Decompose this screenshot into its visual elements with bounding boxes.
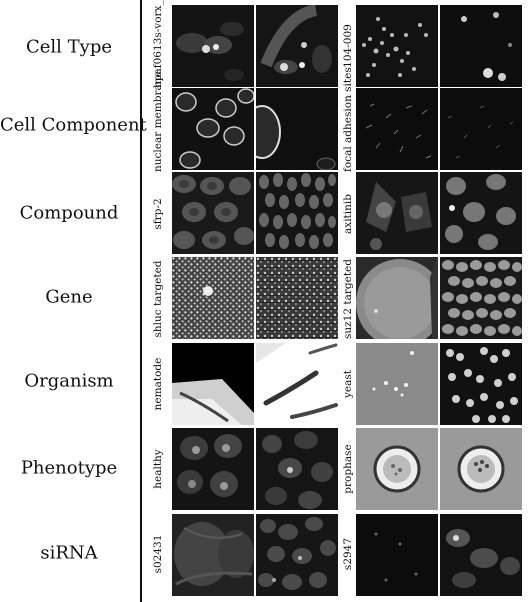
category-label-sirna: siRNA (40, 542, 98, 564)
subcategory-label: s02431 (152, 534, 164, 574)
subcategory-label: s2947 (342, 537, 354, 571)
microscopy-image (356, 172, 438, 254)
category-label-cell-type: Cell Type (25, 36, 112, 58)
subcategory-label: nuclear membrane (152, 71, 164, 172)
subcategory-label: nematode (152, 357, 164, 411)
category-label-compound: Compound (19, 202, 119, 224)
microscopy-image (256, 172, 338, 254)
microscopy-image (356, 257, 438, 339)
microscopy-image (356, 514, 438, 596)
microscopy-image (256, 257, 338, 339)
subcategory-label: healthy (152, 449, 164, 489)
microscopy-image (256, 343, 338, 425)
category-label-organism: Organism (24, 370, 114, 392)
category-label-gene: Gene (45, 286, 93, 308)
microscopy-image (440, 343, 522, 425)
microscopy-image (440, 172, 522, 254)
microscopy-image (256, 514, 338, 596)
subcategory-label: focal adhesion sites (342, 67, 354, 172)
microscopy-image (256, 5, 338, 87)
microscopy-image (440, 514, 522, 596)
category-label-cell-component: Cell Component (0, 114, 147, 136)
microscopy-image (256, 428, 338, 510)
subcategory-label: prophase (342, 444, 354, 494)
microscopy-image (172, 343, 254, 425)
subcategory-label: suz12 targeted (342, 259, 354, 339)
microscopy-image (256, 88, 338, 170)
category-label-phenotype: Phenotype (20, 457, 118, 479)
microscopy-image (172, 5, 254, 87)
microscopy-image (356, 343, 438, 425)
microscopy-image (356, 428, 438, 510)
vertical-divider (140, 0, 142, 602)
subcategory-label: sfrp-2 (152, 198, 164, 230)
microscopy-image (440, 257, 522, 339)
microscopy-image (356, 5, 438, 87)
microscopy-image (440, 428, 522, 510)
subcategory-label: yeast (342, 370, 354, 399)
microscopy-image (356, 88, 438, 170)
microscopy-image (172, 88, 254, 170)
subcategory-label: axitinib (342, 194, 354, 234)
microscopy-image (172, 514, 254, 596)
microscopy-image (440, 88, 522, 170)
subcategory-label: shluc targeted (152, 260, 164, 338)
microscopy-image (440, 5, 522, 87)
microscopy-image (172, 428, 254, 510)
microscopy-image (172, 172, 254, 254)
microscopy-image (172, 257, 254, 339)
